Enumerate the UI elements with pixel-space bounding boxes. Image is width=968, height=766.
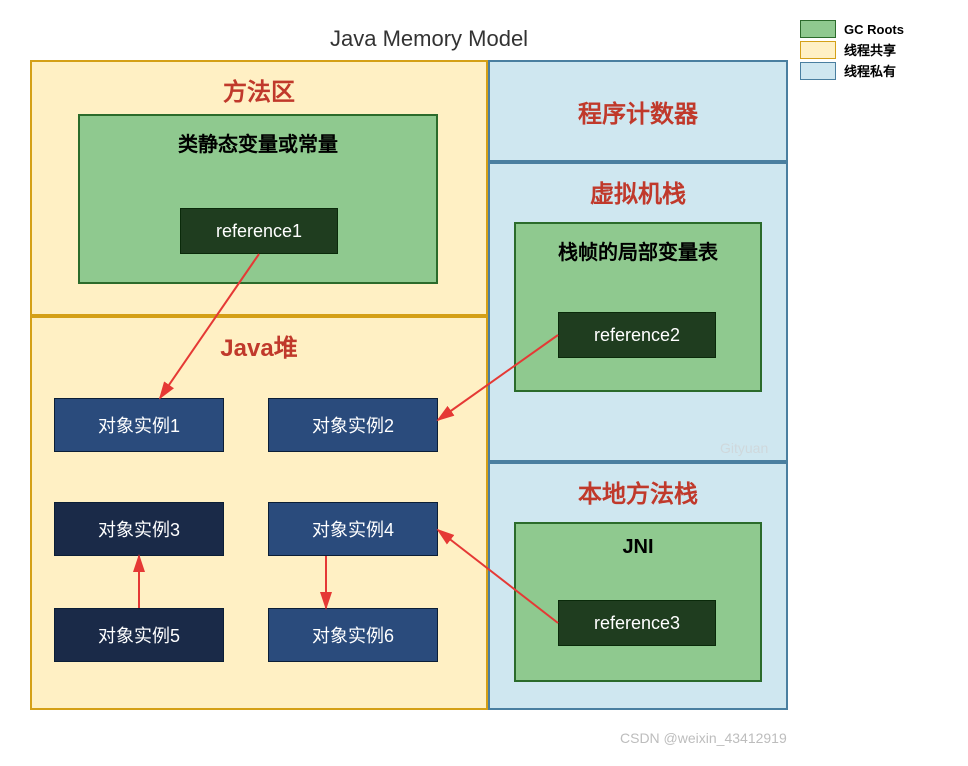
legend: GC Roots 线程共享 线程私有 <box>800 20 904 82</box>
reference-box-1: reference1 <box>180 208 338 254</box>
object-instance-2: 对象实例2 <box>268 398 438 452</box>
gc-box-title: JNI <box>516 536 760 559</box>
watermark-gityuan: Gityuan <box>720 440 768 456</box>
legend-label: 线程私有 <box>844 61 896 80</box>
gc-box-title: 类静态变量或常量 <box>80 128 436 157</box>
object-label: 对象实例2 <box>312 412 394 438</box>
watermark-csdn: CSDN @weixin_43412919 <box>620 730 787 746</box>
object-instance-4: 对象实例4 <box>268 502 438 556</box>
object-label: 对象实例3 <box>98 516 180 542</box>
legend-item-thread-shared: 线程共享 <box>800 40 904 59</box>
region-title: 本地方法栈 <box>490 474 786 509</box>
legend-item-gc-roots: GC Roots <box>800 20 904 38</box>
reference-box-3: reference3 <box>558 600 716 646</box>
region-title: 程序计数器 <box>490 94 786 129</box>
legend-swatch <box>800 20 836 38</box>
legend-label: GC Roots <box>844 22 904 37</box>
object-instance-1: 对象实例1 <box>54 398 224 452</box>
diagram-canvas: Java Memory Model GC Roots 线程共享 线程私有 方法区… <box>0 0 968 766</box>
object-instance-6: 对象实例6 <box>268 608 438 662</box>
gc-box-title: 栈帧的局部变量表 <box>516 236 760 265</box>
region-title: 虚拟机栈 <box>490 174 786 209</box>
legend-label: 线程共享 <box>844 40 896 59</box>
gc-box-vm-stack: 栈帧的局部变量表 <box>514 222 762 392</box>
object-instance-3: 对象实例3 <box>54 502 224 556</box>
region-pc: 程序计数器 <box>488 60 788 162</box>
object-label: 对象实例4 <box>312 516 394 542</box>
legend-item-thread-private: 线程私有 <box>800 61 904 80</box>
reference-box-2: reference2 <box>558 312 716 358</box>
object-label: 对象实例6 <box>312 622 394 648</box>
object-label: 对象实例5 <box>98 622 180 648</box>
reference-label: reference2 <box>594 325 680 346</box>
reference-label: reference3 <box>594 613 680 634</box>
diagram-title: Java Memory Model <box>330 26 528 52</box>
object-label: 对象实例1 <box>98 412 180 438</box>
region-title: Java堆 <box>32 328 486 363</box>
legend-swatch <box>800 62 836 80</box>
legend-swatch <box>800 41 836 59</box>
object-instance-5: 对象实例5 <box>54 608 224 662</box>
reference-label: reference1 <box>216 221 302 242</box>
gc-box-method-area: 类静态变量或常量 <box>78 114 438 284</box>
region-title: 方法区 <box>32 72 486 107</box>
